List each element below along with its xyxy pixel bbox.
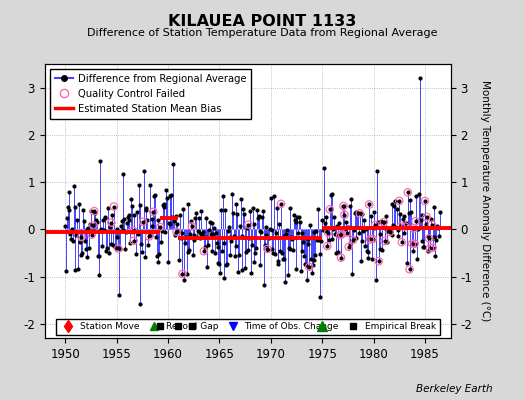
Point [403,189,412,196]
Point [114,245,123,252]
Point [337,231,346,238]
Point [356,210,364,217]
Point [244,222,253,228]
Point [128,228,137,234]
Point [107,219,116,226]
Point [379,219,388,225]
Point [110,203,118,210]
Point [89,222,97,228]
Point [428,222,436,228]
Point [340,203,348,209]
Point [349,237,357,243]
Point [401,223,409,230]
Point [395,198,403,204]
Point [411,218,420,224]
Point [263,246,271,252]
Point [386,229,394,235]
Point [426,245,434,252]
Point [129,238,138,244]
Point [371,222,379,228]
Point [421,198,429,204]
Point [368,236,377,242]
Point [145,233,153,240]
Text: Berkeley Earth: Berkeley Earth [416,384,493,394]
Point [410,225,418,232]
Point [343,229,351,236]
Point [366,236,374,243]
Point [172,229,181,235]
Point [88,232,96,238]
Point [323,243,332,249]
Point [340,212,348,218]
Point [178,271,187,277]
Point [422,214,431,220]
Point [324,230,332,236]
Point [325,206,334,212]
Legend: Station Move, Record Gap, Time of Obs. Change, Empirical Break: Station Move, Record Gap, Time of Obs. C… [56,319,440,335]
Text: Difference of Station Temperature Data from Regional Average: Difference of Station Temperature Data f… [87,28,437,38]
Text: KILAUEA POINT 1133: KILAUEA POINT 1133 [168,14,356,29]
Y-axis label: Monthly Temperature Anomaly Difference (°C): Monthly Temperature Anomaly Difference (… [481,80,490,322]
Point [277,201,285,207]
Point [305,264,313,270]
Point [77,234,85,240]
Point [149,209,158,215]
Point [336,232,344,238]
Point [429,244,437,251]
Point [398,239,406,246]
Point [200,248,208,254]
Point [406,266,414,272]
Point [90,208,99,214]
Point [410,240,419,247]
Point [344,244,353,250]
Point [375,258,383,264]
Point [365,201,374,208]
Point [408,240,416,247]
Point [380,238,389,244]
Point [156,224,165,230]
Point [188,223,196,230]
Point [397,223,405,230]
Point [425,235,433,242]
Point [337,254,345,261]
Point [139,218,147,225]
